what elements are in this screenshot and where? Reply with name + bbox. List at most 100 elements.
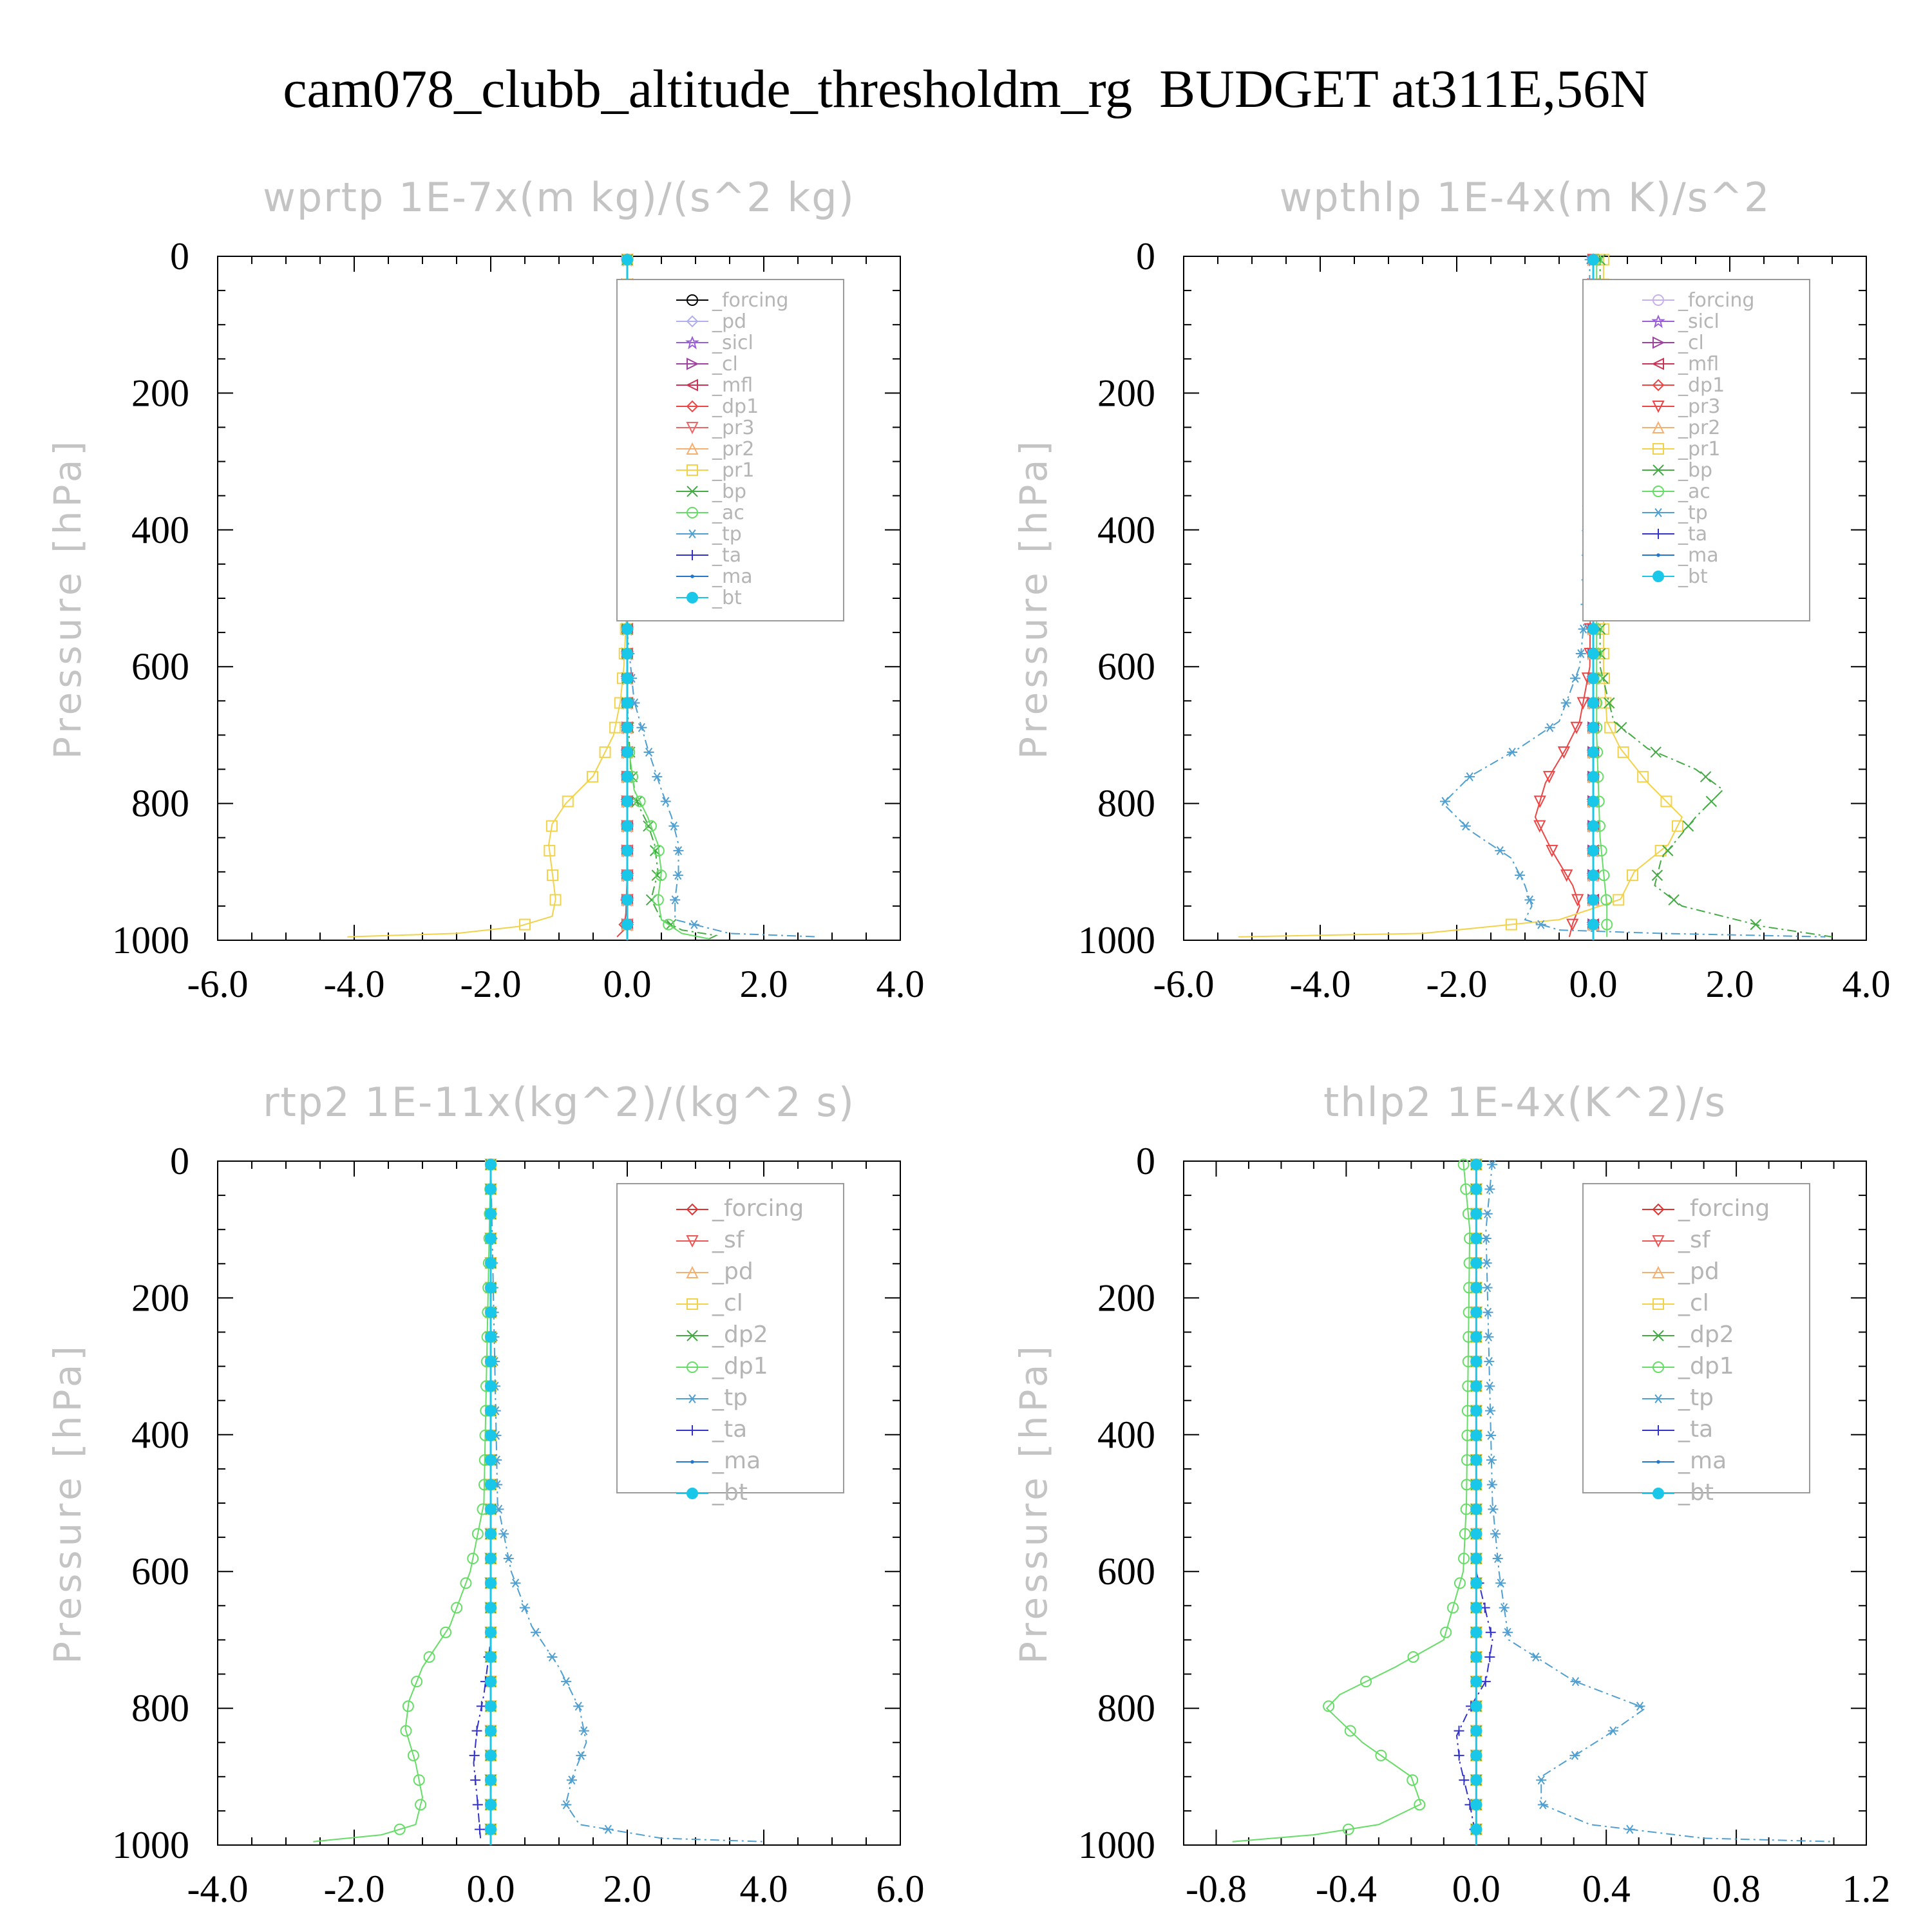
x-tick-label: 4.0: [876, 963, 925, 1005]
data-point: [1484, 1651, 1495, 1662]
data-point: [1637, 771, 1649, 783]
data-point: [1616, 722, 1627, 734]
legend-marker: [1653, 1330, 1664, 1341]
legend-label: _forcing: [712, 1195, 804, 1222]
data-point: [621, 844, 633, 857]
legend-marker: [690, 574, 694, 578]
data-point: [561, 1800, 572, 1810]
data-point: [544, 844, 556, 857]
data-point: [393, 1823, 406, 1835]
legend-label: _ma: [712, 1448, 761, 1474]
legend-marker: [687, 1298, 698, 1310]
y-tick-label: 600: [131, 1550, 189, 1593]
legend-marker: [687, 507, 698, 518]
legend-marker: [1652, 1203, 1665, 1216]
data-point: [1470, 1553, 1482, 1565]
data-point: [471, 1528, 484, 1540]
data-point: [1492, 1554, 1503, 1564]
data-point: [1524, 895, 1535, 905]
data-point: [1484, 1357, 1495, 1367]
data-point: [1544, 723, 1555, 732]
y-tick-label: 200: [131, 372, 189, 414]
x-tick-label: 0.4: [1582, 1868, 1631, 1910]
legend-marker: [687, 1394, 697, 1403]
data-point: [1587, 648, 1599, 660]
data-point: [573, 1701, 584, 1711]
data-point: [547, 869, 559, 882]
y-tick-label: 600: [1097, 1550, 1155, 1593]
data-point: [485, 1159, 497, 1171]
data-point: [1607, 1726, 1618, 1736]
legend-marker: [687, 464, 698, 476]
y-tick-label: 0: [170, 235, 189, 278]
data-point: [510, 1578, 521, 1588]
chart-title: rtp2 1E-11x(kg^2)/(kg^2 s): [263, 1079, 855, 1126]
data-point: [1454, 1750, 1464, 1761]
data-point: [440, 1626, 452, 1638]
y-tick-label: 400: [1097, 509, 1155, 551]
legend-marker: [1651, 314, 1665, 328]
x-tick-label: -6.0: [187, 963, 249, 1005]
data-point: [1323, 1700, 1335, 1712]
y-axis-label: Pressure [hPa]: [46, 1342, 90, 1664]
data-point: [1457, 1159, 1470, 1171]
data-point: [498, 1529, 509, 1539]
legend-marker: [686, 400, 699, 413]
y-tick-label: 1000: [112, 1824, 189, 1866]
data-point: [1342, 1823, 1354, 1835]
data-point: [1470, 1626, 1482, 1638]
data-point: [1470, 1577, 1482, 1589]
legend-label: _pd: [712, 310, 746, 333]
data-point: [460, 1577, 472, 1589]
data-point: [1460, 821, 1471, 831]
y-tick-label: 0: [1136, 1140, 1155, 1182]
chart-panel-2: wpthlp 1E-4x(m K)/s^2 Pressure [hPa] 0 200 4…: [1012, 174, 1891, 1005]
data-point: [1560, 869, 1573, 882]
series-tp: [1481, 1160, 1834, 1842]
data-point: [599, 746, 611, 758]
data-point: [485, 1626, 497, 1638]
y-tick-label: 200: [1097, 372, 1155, 414]
data-point: [472, 1799, 483, 1810]
legend-label: _ma: [1678, 1448, 1727, 1474]
data-point: [621, 918, 633, 931]
data-point: [519, 1603, 530, 1613]
chart-title: wprtp 1E-7x(m kg)/(s^2 kg): [263, 174, 855, 221]
legend-marker: [1653, 571, 1664, 582]
data-point: [1490, 1529, 1501, 1539]
data-point: [1587, 869, 1599, 882]
data-point: [672, 871, 683, 880]
data-point: [1482, 1307, 1493, 1317]
data-point: [668, 821, 679, 831]
data-point: [1587, 795, 1599, 808]
data-point: [415, 1799, 427, 1811]
legend-marker: [686, 1235, 699, 1248]
data-point: [1537, 1800, 1548, 1810]
data-point: [688, 920, 699, 929]
data-point: [1486, 1430, 1497, 1440]
data-point: [652, 894, 664, 906]
y-tick-label: 1000: [112, 919, 189, 961]
legend-box: [616, 1183, 844, 1493]
y-tick-label: 800: [1097, 1687, 1155, 1730]
legend-label: _cl: [712, 353, 738, 375]
data-point: [1439, 797, 1450, 806]
data-point: [621, 648, 633, 660]
x-tick-label: -6.0: [1153, 963, 1215, 1005]
data-point: [530, 1627, 541, 1637]
legend-marker: [1652, 421, 1665, 433]
data-point: [1515, 871, 1526, 880]
data-point: [1613, 894, 1625, 906]
data-point: [645, 820, 657, 832]
legend-marker: [1653, 336, 1665, 349]
legend-marker: [687, 1361, 698, 1373]
data-point: [1705, 795, 1718, 808]
data-point: [485, 1208, 497, 1220]
data-point: [1454, 1725, 1464, 1736]
legend-marker: [1651, 357, 1664, 370]
data-point: [1470, 1676, 1482, 1688]
legend-marker: [685, 379, 698, 392]
data-point: [636, 723, 647, 732]
legend-label: _cl: [1678, 332, 1704, 354]
data-point: [621, 697, 633, 709]
